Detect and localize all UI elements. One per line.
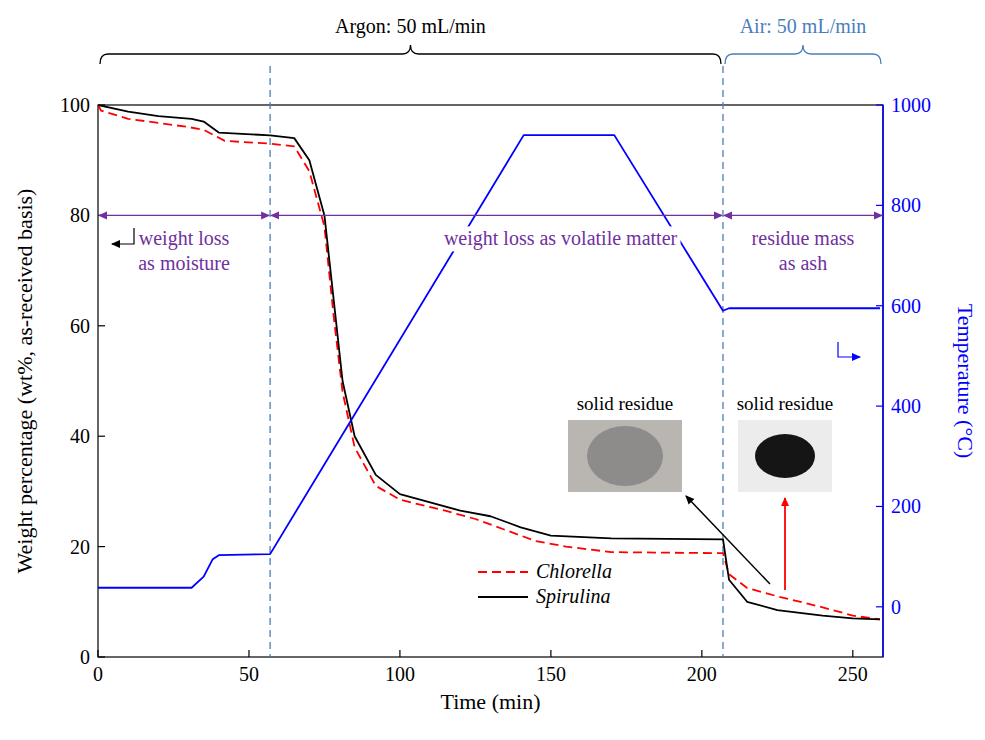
y-tick-label: 100 bbox=[60, 94, 90, 116]
x-tick bbox=[399, 650, 400, 657]
y2-tick bbox=[876, 305, 883, 306]
legend-swatch bbox=[478, 596, 528, 598]
y-tick bbox=[98, 546, 105, 547]
residue-photo bbox=[738, 420, 832, 492]
residue-sample bbox=[587, 426, 663, 486]
x-tick bbox=[97, 650, 98, 657]
inset-label: solid residue bbox=[577, 393, 674, 414]
label-patch bbox=[749, 226, 858, 250]
x-tick bbox=[852, 650, 853, 657]
phase-brace bbox=[725, 45, 881, 64]
x-tick-label: 50 bbox=[239, 663, 259, 685]
axis-indicator bbox=[838, 342, 860, 357]
x-tick-label: 0 bbox=[93, 663, 103, 685]
residue-sample bbox=[755, 434, 815, 478]
y2-tick-label: 1000 bbox=[891, 94, 931, 116]
x-tick-label: 250 bbox=[838, 663, 868, 685]
y-tick-label: 40 bbox=[70, 425, 90, 447]
phase-brace bbox=[100, 45, 721, 64]
pointer-arrow bbox=[686, 496, 770, 584]
series-line bbox=[98, 105, 880, 619]
axis-indicator bbox=[112, 228, 134, 244]
pointer-arrow bbox=[784, 498, 786, 590]
stage-arrow bbox=[99, 215, 269, 216]
y2-tick bbox=[876, 606, 883, 607]
series-line bbox=[98, 105, 880, 619]
chart: 0501001502002500204060801000200400600800… bbox=[0, 0, 985, 740]
stage-arrow bbox=[271, 215, 722, 216]
phase-label: Argon: 50 mL/min bbox=[335, 15, 486, 38]
y2-tick bbox=[876, 405, 883, 406]
label-patch bbox=[136, 226, 233, 251]
phase-label: Air: 50 mL/min bbox=[740, 15, 867, 37]
y2-axis-title: Temperature (°C) bbox=[953, 304, 978, 458]
y-tick bbox=[98, 325, 105, 326]
stage-label: residue mass bbox=[752, 227, 855, 249]
y2-tick-label: 800 bbox=[891, 194, 921, 216]
series-group bbox=[98, 105, 880, 619]
x-tick bbox=[550, 650, 551, 657]
y-tick-label: 0 bbox=[80, 646, 90, 668]
legend-swatch bbox=[478, 571, 528, 573]
plot-frame bbox=[98, 105, 883, 657]
phase-boundary bbox=[269, 66, 270, 657]
legend-label: Chlorella bbox=[536, 560, 612, 582]
label-patch bbox=[776, 251, 830, 275]
y-tick bbox=[98, 656, 105, 657]
y2-axis-line bbox=[882, 105, 884, 657]
x-tick-label: 150 bbox=[536, 663, 566, 685]
x-tick bbox=[701, 650, 702, 657]
stage-label: weight loss bbox=[139, 227, 230, 250]
inset-label: solid residue bbox=[737, 393, 834, 414]
x-tick bbox=[248, 650, 249, 657]
y2-tick bbox=[876, 205, 883, 206]
y2-tick-label: 200 bbox=[891, 495, 921, 517]
legend-label: Spirulina bbox=[536, 585, 610, 608]
label-patch bbox=[441, 226, 681, 251]
phase-boundary bbox=[722, 66, 723, 657]
x-tick-label: 100 bbox=[385, 663, 415, 685]
y2-tick-label: 400 bbox=[891, 395, 921, 417]
series-line bbox=[98, 135, 880, 588]
residue-photo bbox=[568, 420, 682, 492]
y-tick-label: 20 bbox=[70, 536, 90, 558]
stage-label: weight loss as volatile matter bbox=[444, 227, 678, 250]
y-tick bbox=[98, 436, 105, 437]
x-tick-label: 200 bbox=[687, 663, 717, 685]
stage-label: as moisture bbox=[138, 252, 230, 274]
stage-arrow bbox=[724, 215, 882, 216]
y-tick-label: 80 bbox=[70, 204, 90, 226]
x-axis-title: Time (min) bbox=[440, 689, 540, 714]
y2-tick-label: 600 bbox=[891, 295, 921, 317]
y2-tick bbox=[876, 104, 883, 105]
y-axis-title: Weight percentage (wt%, as-received basi… bbox=[12, 189, 37, 574]
label-patch bbox=[135, 251, 233, 275]
y2-tick bbox=[876, 506, 883, 507]
y-tick-label: 60 bbox=[70, 315, 90, 337]
y2-tick-label: 0 bbox=[891, 596, 901, 618]
stage-label: as ash bbox=[779, 252, 827, 274]
